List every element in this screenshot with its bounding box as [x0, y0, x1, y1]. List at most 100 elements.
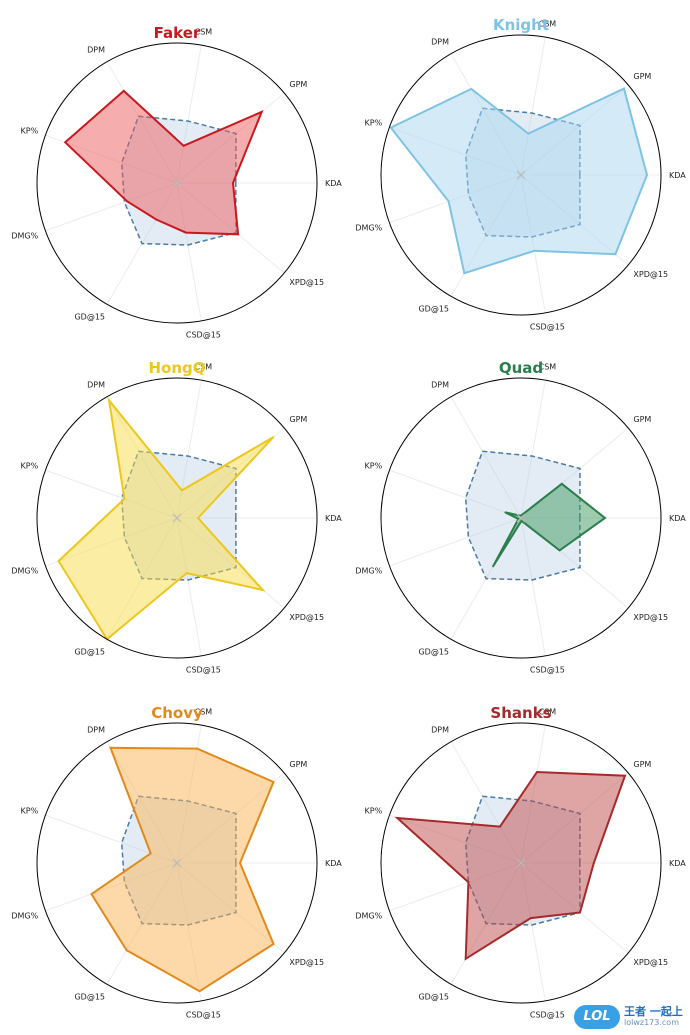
outer-circle [380, 34, 662, 316]
axis-label-kp: KP% [21, 126, 39, 135]
chart-title-faker: Faker [154, 24, 201, 42]
center-mark [172, 858, 182, 868]
data-point-dpm [108, 399, 110, 402]
data-point-csm [527, 132, 530, 135]
data-point-xpd15 [262, 589, 264, 591]
data-point-csd15 [185, 231, 187, 234]
axis-label-dpm: DPM [431, 381, 449, 390]
data-point-csd15 [198, 990, 201, 992]
axis-label-csd15: CSD@15 [530, 666, 565, 675]
axis-label-dmg: DMG% [355, 912, 382, 921]
axis-label-dpm: DPM [431, 726, 449, 735]
axis-label-csm: CSM [539, 19, 557, 28]
spoke-dpm [450, 396, 522, 519]
data-point-dpm [499, 825, 501, 828]
axis-label-xpd15: XPD@15 [289, 958, 324, 967]
spoke-csm [520, 380, 546, 519]
data-point-csm [181, 489, 183, 492]
data-point-kda [604, 517, 606, 519]
spoke-csd15 [520, 517, 546, 656]
data-point-gpm [624, 774, 626, 777]
axis-label-dmg: DMG% [355, 224, 382, 233]
center-mark [172, 178, 182, 188]
data-point-kda [239, 862, 241, 864]
outer-circle [36, 722, 318, 1004]
data-point-gpm [623, 87, 625, 90]
axis-label-kda: KDA [325, 514, 342, 523]
data-point-gd15 [463, 272, 466, 275]
chart-title-shanks: Shanks [490, 704, 551, 722]
radar-panel-shanks: KDA GPM CSM DPM KP% DMG% GD@15 CSD@15 XPD@15 Shan… [355, 704, 686, 1020]
watermark-url: lolwz173.com [624, 1018, 679, 1027]
data-point-gd15 [125, 949, 128, 952]
data-point-dmg [126, 200, 128, 202]
player-series-polygon [492, 482, 607, 568]
data-point-gd15 [492, 565, 494, 568]
watermark-logo: LOL [574, 1005, 620, 1029]
axis-label-kda: KDA [669, 514, 686, 523]
axis-label-gd15: GD@15 [74, 312, 105, 321]
data-point-dmg [467, 881, 470, 883]
center-mark [516, 170, 526, 180]
data-point-kda [646, 174, 648, 176]
data-point-csd15 [533, 250, 536, 252]
axis-label-csm: CSM [539, 362, 557, 371]
axis-label-kda: KDA [325, 179, 342, 188]
axis-label-csd15: CSD@15 [186, 331, 221, 340]
outer-circle [380, 722, 662, 1004]
axis-label-kda: KDA [669, 859, 686, 868]
player-series-polygon [90, 746, 275, 993]
axis-label-csm: CSM [195, 707, 213, 716]
data-point-kp [149, 852, 152, 855]
radar-panel-chovy: KDA GPM CSM DPM KP% DMG% GD@15 CSD@15 XPD@15 Chov… [11, 704, 342, 1020]
axis-label-xpd15: XPD@15 [289, 278, 324, 287]
axis-label-gpm: GPM [289, 760, 307, 769]
axis-label-dpm: DPM [87, 381, 105, 390]
data-point-gpm [272, 436, 275, 438]
radar-panel-knight: KDA GPM CSM DPM KP% DMG% GD@15 CSD@15 XPD@15 Knig… [355, 16, 686, 332]
axis-label-csm: CSM [539, 707, 557, 716]
data-point-dpm [470, 88, 473, 90]
center-mark [516, 513, 526, 523]
axis-label-csd15: CSD@15 [530, 1011, 565, 1020]
data-point-kp [123, 498, 126, 500]
axis-label-dmg: DMG% [355, 567, 382, 576]
outer-circle [36, 377, 318, 659]
data-point-kda [232, 182, 234, 184]
outer-circle [36, 42, 318, 324]
data-point-csm [520, 514, 523, 516]
axis-label-kp: KP% [21, 806, 39, 815]
data-point-csm [182, 145, 185, 147]
axis-label-dpm: DPM [87, 46, 105, 55]
data-point-dmg [57, 560, 60, 562]
axis-label-gd15: GD@15 [418, 647, 449, 656]
axis-label-xpd15: XPD@15 [289, 613, 324, 622]
axis-label-gpm: GPM [289, 415, 307, 424]
spoke-kp [389, 469, 522, 519]
axis-label-gd15: GD@15 [418, 992, 449, 1001]
axis-label-gpm: GPM [633, 760, 651, 769]
data-point-kp [504, 511, 507, 514]
axis-label-xpd15: XPD@15 [633, 270, 668, 279]
chart-title-knight: Knight [493, 16, 549, 34]
data-point-kda [197, 517, 199, 519]
data-point-dmg [447, 200, 450, 203]
data-point-csd15 [520, 520, 523, 522]
center-mark [516, 858, 526, 868]
data-point-gpm [260, 111, 263, 113]
data-point-kp [390, 126, 392, 129]
axis-label-dmg: DMG% [11, 567, 38, 576]
radar-panel-quad: KDA GPM CSM DPM KP% DMG% GD@15 CSD@15 XPD@15 Quad [355, 359, 686, 675]
axis-label-gd15: GD@15 [74, 992, 105, 1001]
axis-label-csd15: CSD@15 [186, 666, 221, 675]
axis-label-gd15: GD@15 [418, 304, 449, 313]
data-point-csm [536, 771, 538, 773]
player-series-polygon [394, 770, 627, 961]
chart-title-quad: Quad [499, 359, 543, 377]
axis-label-kp: KP% [365, 118, 383, 127]
axis-label-dpm: DPM [87, 726, 105, 735]
radar-panel-faker: KDA GPM CSM DPM KP% DMG% GD@15 CSD@15 XPD@15 Fake… [11, 24, 342, 340]
axis-label-kp: KP% [365, 806, 383, 815]
data-point-gpm [561, 483, 563, 485]
axis-label-kp: KP% [365, 461, 383, 470]
